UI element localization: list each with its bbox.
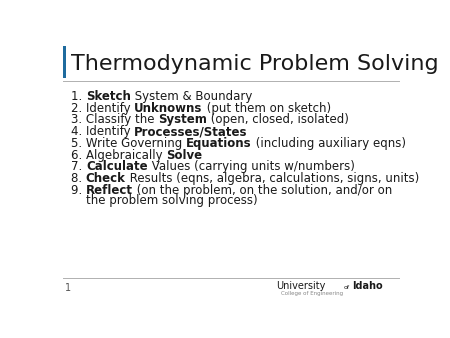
- Text: Unknowns: Unknowns: [134, 102, 202, 115]
- Text: University: University: [276, 281, 325, 291]
- Text: 1: 1: [65, 283, 71, 293]
- Bar: [63, 46, 66, 78]
- Text: (on the problem, on the solution, and/or on: (on the problem, on the solution, and/or…: [133, 184, 392, 197]
- Text: (including auxiliary eqns): (including auxiliary eqns): [252, 137, 405, 150]
- Text: System & Boundary: System & Boundary: [131, 90, 252, 103]
- Text: 9.: 9.: [71, 184, 86, 197]
- Text: 5. Write Governing: 5. Write Governing: [71, 137, 186, 150]
- Text: Idaho: Idaho: [352, 281, 382, 291]
- Text: 1.: 1.: [71, 90, 86, 103]
- Text: Values (carrying units w/numbers): Values (carrying units w/numbers): [148, 160, 355, 173]
- Text: Reflect: Reflect: [86, 184, 133, 197]
- Text: 4. Identify: 4. Identify: [71, 125, 134, 138]
- Text: Calculate: Calculate: [86, 160, 148, 173]
- Text: 2. Identify: 2. Identify: [71, 102, 134, 115]
- Text: Check: Check: [86, 172, 126, 185]
- Text: Sketch: Sketch: [86, 90, 131, 103]
- Text: System: System: [158, 114, 207, 126]
- Text: the problem solving process): the problem solving process): [71, 194, 257, 207]
- Text: Thermodynamic Problem Solving: Thermodynamic Problem Solving: [71, 54, 438, 74]
- Text: Equations: Equations: [186, 137, 252, 150]
- Text: Results (eqns, algebra, calculations, signs, units): Results (eqns, algebra, calculations, si…: [126, 172, 419, 185]
- Text: 3. Classify the: 3. Classify the: [71, 114, 158, 126]
- Text: 8.: 8.: [71, 172, 86, 185]
- Text: College of Engineering: College of Engineering: [281, 291, 343, 296]
- Text: Solve: Solve: [166, 149, 203, 162]
- Text: of: of: [343, 285, 349, 290]
- Text: Processes/States: Processes/States: [134, 125, 248, 138]
- Text: (put them on sketch): (put them on sketch): [202, 102, 331, 115]
- Text: 7.: 7.: [71, 160, 86, 173]
- Text: 6. Algebraically: 6. Algebraically: [71, 149, 166, 162]
- Text: (open, closed, isolated): (open, closed, isolated): [207, 114, 349, 126]
